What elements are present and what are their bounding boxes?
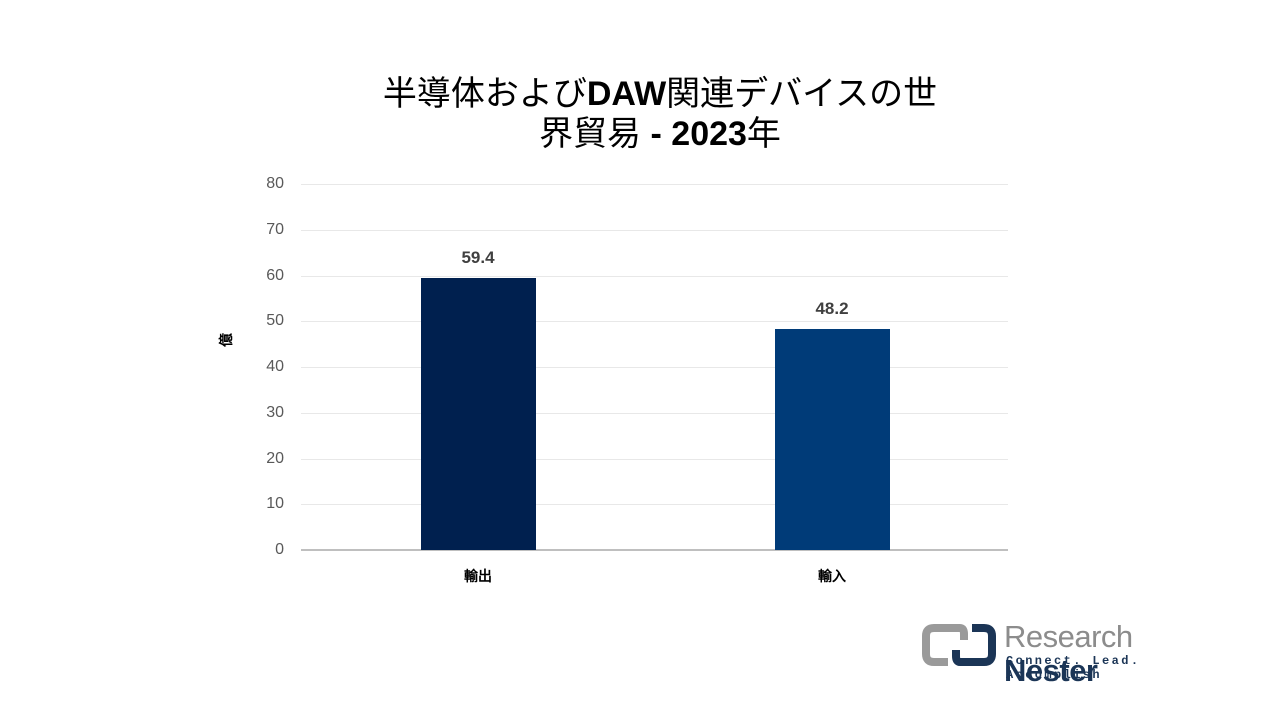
title-text: 界貿易 [539,115,651,153]
y-tick-label: 10 [266,495,284,513]
logo-mark-icon [922,624,996,666]
bar-export [420,278,536,550]
title-text: 関連デバイスの世 [666,75,938,113]
bar-import [774,329,890,550]
data-label: 48.2 [815,299,849,319]
y-tick-label: 80 [266,175,284,192]
y-tick-label: 50 [266,312,284,330]
research-nester-logo: Research Nester Connect. Lead. Accomplis… [922,620,1222,688]
data-label: 59.4 [461,248,495,268]
logo-tagline: Connect. Lead. Accomplish [1006,654,1141,682]
plot-area [301,184,1008,551]
y-tick-label: 30 [266,403,284,421]
gridline [301,367,1008,368]
x-axis-line [301,549,1008,551]
gridline [301,275,1008,277]
gridline [301,321,1008,323]
logo-wordmark: Research Nester [1004,619,1133,688]
gridline [301,458,1008,460]
title-text: 半導体および [382,75,587,113]
title-text-bold: DAW [586,75,667,113]
x-tick-label: 輸出 [464,568,492,584]
gridline [301,412,1008,414]
y-tick-label: 0 [275,541,284,558]
x-tick-label: 輸入 [818,568,846,584]
title-text: 年 [746,115,781,153]
gridline [301,229,1008,231]
y-tick-label: 20 [266,449,284,467]
chart-title: 半導体およびDAW関連デバイスの世 界貿易 - 2023年 [300,74,1020,154]
y-tick-label: 40 [266,358,284,375]
gridline [301,184,1008,185]
y-tick-label: 60 [266,266,284,284]
y-tick-label: 70 [266,220,284,238]
y-axis-label: 億 [218,333,234,347]
gridline [301,504,1008,506]
title-year: - 2023 [650,115,747,153]
